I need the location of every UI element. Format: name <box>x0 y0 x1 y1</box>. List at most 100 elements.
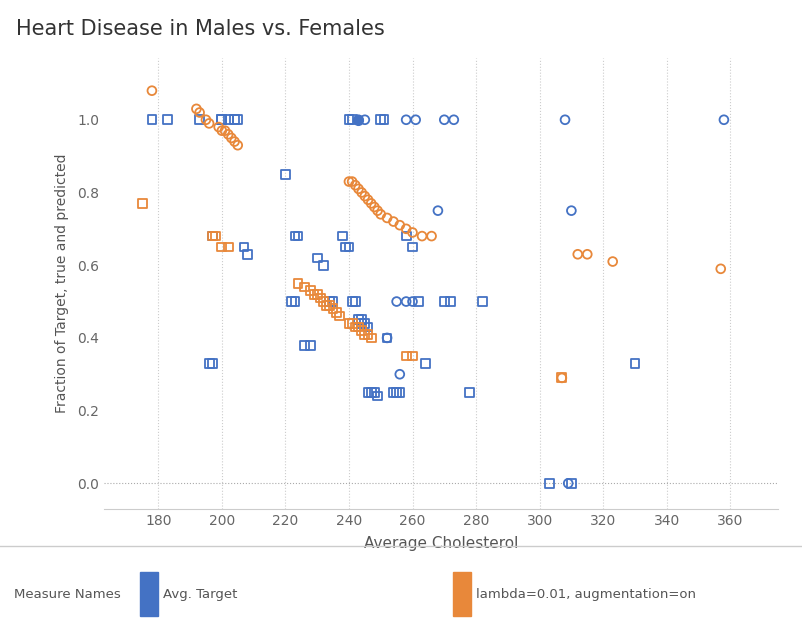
Point <box>216 126 229 136</box>
Point <box>228 115 241 125</box>
Point <box>352 115 365 125</box>
Point <box>222 115 235 125</box>
Point <box>161 115 174 125</box>
Point <box>378 115 391 125</box>
Point <box>203 118 216 129</box>
Point <box>333 311 346 321</box>
Point <box>225 133 237 143</box>
Point <box>279 169 292 180</box>
Point <box>352 314 365 325</box>
Point <box>349 296 362 307</box>
Point <box>715 263 727 274</box>
Point <box>365 387 378 397</box>
Point <box>387 216 400 227</box>
Point <box>399 223 412 234</box>
Point <box>317 296 330 307</box>
Point <box>349 180 362 191</box>
Point <box>330 307 342 317</box>
Point <box>358 115 371 125</box>
Point <box>543 478 556 488</box>
Point <box>406 296 419 307</box>
Point <box>349 322 362 332</box>
Point <box>365 333 378 343</box>
Point <box>346 296 358 307</box>
Point <box>342 242 355 252</box>
Point <box>561 478 574 488</box>
Point <box>718 115 731 125</box>
Point <box>213 122 225 132</box>
Point <box>406 227 419 238</box>
Point <box>406 242 419 252</box>
Point <box>317 260 330 270</box>
Point <box>448 115 460 125</box>
Point <box>425 231 438 242</box>
Point <box>559 115 572 125</box>
Point <box>365 198 378 209</box>
Point <box>289 231 302 242</box>
Point <box>203 358 216 368</box>
Point <box>323 296 336 307</box>
Point <box>381 213 394 223</box>
Text: Measure Names: Measure Names <box>14 587 121 601</box>
Point <box>342 176 355 187</box>
Point <box>393 220 406 231</box>
Point <box>399 351 412 361</box>
Point <box>629 358 642 368</box>
Point <box>375 115 387 125</box>
Point <box>209 231 222 242</box>
Point <box>216 242 229 252</box>
Text: Heart Disease in Males vs. Females: Heart Disease in Males vs. Females <box>16 19 385 39</box>
Point <box>323 300 336 310</box>
Y-axis label: Fraction of Target, true and predicted: Fraction of Target, true and predicted <box>55 154 69 413</box>
Point <box>565 205 577 216</box>
Point <box>145 115 158 125</box>
Point <box>237 242 250 252</box>
Point <box>298 340 311 350</box>
Point <box>228 137 241 147</box>
Point <box>231 140 244 150</box>
Point <box>419 358 431 368</box>
Point <box>368 387 381 397</box>
Point <box>310 289 323 299</box>
Point <box>355 325 368 336</box>
Point <box>206 358 219 368</box>
Point <box>346 115 358 125</box>
Point <box>292 231 305 242</box>
Point <box>362 329 375 339</box>
Point <box>358 318 371 328</box>
Point <box>444 296 457 307</box>
Point <box>305 340 318 350</box>
Point <box>219 126 232 136</box>
Point <box>464 387 476 397</box>
Point <box>342 318 355 328</box>
Point <box>193 115 206 125</box>
Point <box>292 278 305 289</box>
Point <box>222 242 235 252</box>
Point <box>371 205 384 216</box>
Point <box>326 304 339 314</box>
Point <box>346 318 358 328</box>
Point <box>556 373 569 383</box>
Point <box>431 205 444 216</box>
Point <box>145 86 158 96</box>
Point <box>476 296 489 307</box>
Point <box>556 373 569 383</box>
Point <box>409 115 422 125</box>
Point <box>362 387 375 397</box>
Point <box>206 231 219 242</box>
Bar <box>140 572 158 616</box>
Point <box>565 478 577 488</box>
Point <box>326 296 339 307</box>
Point <box>200 115 213 125</box>
Point <box>355 318 368 328</box>
Point <box>336 231 349 242</box>
Point <box>393 369 406 379</box>
Point <box>346 176 358 187</box>
Point <box>391 296 403 307</box>
Point <box>606 256 619 267</box>
Point <box>371 391 384 401</box>
Point <box>381 333 394 343</box>
Point <box>339 242 352 252</box>
Point <box>393 387 406 397</box>
Point <box>438 115 451 125</box>
